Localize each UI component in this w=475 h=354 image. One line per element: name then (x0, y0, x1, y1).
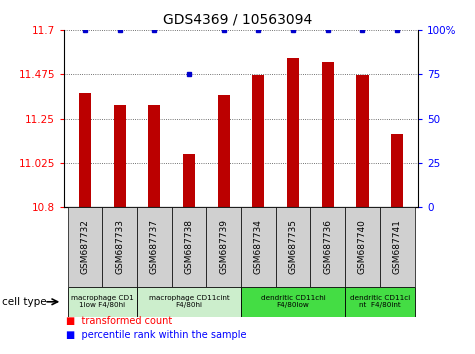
Text: GDS4369 / 10563094: GDS4369 / 10563094 (163, 12, 312, 27)
Text: GSM687739: GSM687739 (219, 219, 228, 274)
Bar (148, 105, 161, 207)
Bar (356, 75, 369, 207)
Bar (67, 287, 137, 317)
Text: dendritic CD11chi
F4/80low: dendritic CD11chi F4/80low (261, 295, 325, 308)
Bar (241, 287, 345, 317)
Text: dendritic CD11ci
nt  F4/80int: dendritic CD11ci nt F4/80int (350, 295, 410, 308)
Text: GSM687736: GSM687736 (323, 219, 332, 274)
Text: GSM687735: GSM687735 (289, 219, 298, 274)
Bar (287, 58, 299, 207)
Text: GSM687732: GSM687732 (80, 219, 89, 274)
Text: GSM687737: GSM687737 (150, 219, 159, 274)
Bar (391, 134, 403, 207)
Text: GSM687734: GSM687734 (254, 219, 263, 274)
Text: GSM687733: GSM687733 (115, 219, 124, 274)
Bar (183, 154, 195, 207)
Text: macrophage CD11cint
F4/80hi: macrophage CD11cint F4/80hi (149, 295, 229, 308)
Bar (322, 62, 334, 207)
Bar (137, 207, 171, 287)
Bar (137, 287, 241, 317)
Text: macrophage CD1
1low F4/80hi: macrophage CD1 1low F4/80hi (71, 295, 133, 308)
Bar (171, 207, 206, 287)
Bar (218, 95, 230, 207)
Text: GSM687740: GSM687740 (358, 219, 367, 274)
Bar (241, 207, 276, 287)
Bar (345, 287, 415, 317)
Text: ■  percentile rank within the sample: ■ percentile rank within the sample (66, 330, 247, 339)
Bar (345, 207, 380, 287)
Bar (380, 207, 415, 287)
Text: GSM687738: GSM687738 (184, 219, 193, 274)
Bar (252, 75, 265, 207)
Text: ■  transformed count: ■ transformed count (66, 316, 173, 326)
Bar (114, 105, 126, 207)
Text: GSM687741: GSM687741 (393, 219, 402, 274)
Bar (67, 207, 102, 287)
Bar (276, 207, 311, 287)
Text: cell type: cell type (2, 297, 47, 307)
Bar (206, 207, 241, 287)
Bar (311, 207, 345, 287)
Bar (102, 207, 137, 287)
Bar (79, 93, 91, 207)
